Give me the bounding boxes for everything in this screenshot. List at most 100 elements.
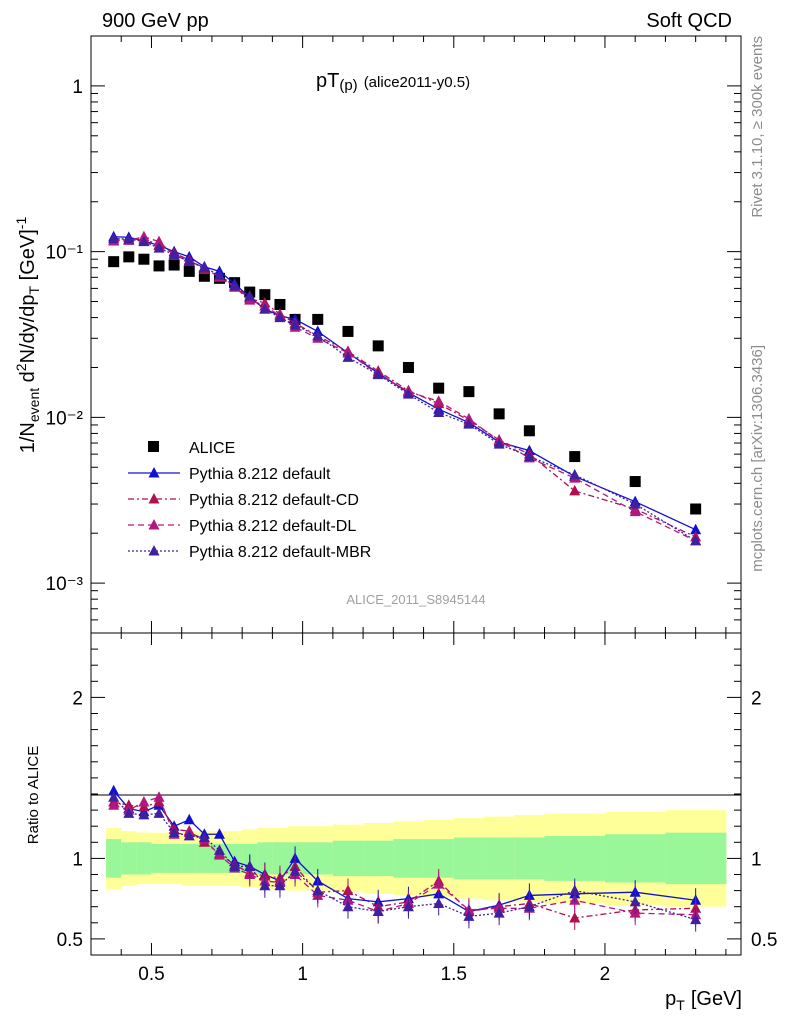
legend: ALICE Pythia 8.212 default Pythia 8.212 de… [128,440,371,561]
ratio-y-tick-label-right: 1 [751,849,762,870]
series-marker [433,406,445,417]
ratio-series-marker [569,911,581,923]
series-marker [629,505,641,517]
ratio-uncertainty-band-inner [514,837,545,880]
legend-label: Pythia 8.212 default-CD [189,492,359,509]
ratio-y-axis-label: Ratio to ALICE [25,746,42,844]
alice-data-point [108,256,120,268]
ratio-series-marker [229,860,241,871]
ratio-series-marker [402,900,414,912]
ratio-uncertainty-band-inner [484,837,515,880]
ratio-series-marker [108,784,120,796]
alice-data-point [138,253,150,265]
x-axis-label-rest: [GeV] [691,988,742,1010]
ratio-uncertainty-band-inner [665,832,727,885]
legend-label: Pythia 8.212 default-MBR [189,544,371,561]
series-marker [690,523,702,535]
series-marker [168,248,180,260]
series-marker [569,468,581,480]
ratio-series-line [113,801,696,919]
ratio-series-marker [108,799,120,810]
alice-data-point [569,451,581,463]
ratio-series-marker [138,796,150,807]
ratio-series-marker [108,791,120,802]
alice-data-point [168,259,180,271]
ratio-series-marker [523,900,535,912]
series-marker [342,351,354,362]
ratio-series-line [113,796,696,921]
series-marker [569,484,581,496]
alice-data-point [493,408,505,420]
alice-data-point [153,260,165,272]
series-marker [523,450,535,462]
main-y-tick-label: 1 [72,77,83,98]
ratio-series-marker [153,791,165,802]
ratio-uncertainty-band-inner [604,834,666,883]
ratio-series-line [113,790,696,913]
main-y-tick-label: 10⁻¹ [46,243,84,264]
alice-data-point [523,425,535,437]
alice-data-point [123,251,135,263]
svg-text:1/Nevent d2N/dy/dpT [GeV]-1: 1/Nevent d2N/dy/dpT [GeV]-1 [13,217,42,454]
ratio-uncertainty-band-inner [181,843,198,873]
ratio-plot-panel: 0.5 0.5 1 1 2 2 0.5 1 1.5 2 [57,632,777,985]
ratio-uncertainty-band-inner [544,835,606,881]
series-marker [259,303,271,314]
ratio-series-marker [213,828,225,839]
alice-data-point [183,265,195,277]
ratio-series-marker [493,907,505,918]
series-marker [690,534,702,546]
header-left-label: 900 GeV pp [102,10,209,32]
ratio-series-marker [274,879,286,891]
series-marker [372,368,384,380]
legend-alice-marker [148,441,159,452]
alice-data-point [629,476,641,488]
alice-data-point [312,313,324,325]
ratio-series-marker [312,884,324,896]
ratio-series-marker [183,829,195,841]
series-marker [153,242,165,253]
header-right-label: Soft QCD [646,10,732,32]
ratio-series-marker [342,900,354,912]
ratio-uncertainty-band-inner [453,837,485,880]
ratio-series-marker [213,844,225,855]
series-marker [108,232,120,244]
ratio-uncertainty-band-inner [363,840,394,877]
ratio-y-tick-label-right: 0.5 [751,930,777,951]
ratio-uncertainty-band-inner [166,843,183,873]
plot-title: pT(p) (alice2011-y0.5) [316,70,470,94]
x-tick-label: 0.5 [138,964,164,985]
ratio-series-marker [138,808,150,820]
ratio-series-marker [372,905,384,917]
series-marker [463,412,475,424]
alice-data-point [433,382,445,394]
main-y-tick-label: 10⁻² [46,408,84,429]
ratio-uncertainty-band-inner [332,840,364,877]
series-marker [198,261,210,273]
ratio-y-tick-label: 2 [72,688,83,709]
alice-data-point [402,361,414,373]
plot-title-main: pT [316,70,339,92]
legend-marker [148,467,160,478]
legend-label: Pythia 8.212 default [189,466,331,483]
ratio-series-marker [463,910,475,921]
series-marker [229,280,241,291]
series-line [113,238,696,538]
plot-title-rest: (alice2011-y0.5) [364,74,470,91]
ratio-series-marker [569,884,581,896]
ratio-series-marker [690,913,702,925]
ratio-series-marker [123,807,135,818]
mcplots-citation-label: mcplots.cern.ch [arXiv:1306.3436] [749,345,766,572]
ratio-uncertainty-band-inner [272,842,289,875]
ratio-series-marker [289,865,301,876]
ratio-y-tick-label: 0.5 [57,930,83,951]
alice-data-point [463,386,475,398]
ratio-uncertainty-band-inner [257,842,273,875]
ratio-series-marker [198,831,210,842]
main-y-tick-label: 10⁻³ [46,574,84,595]
main-y-axis-label: 1/Nevent d2N/dy/dpT [GeV]-1 [13,217,42,454]
ratio-series-marker [259,879,271,891]
ratio-uncertainty-band-inner [196,843,213,873]
ratio-series-marker [244,860,256,871]
